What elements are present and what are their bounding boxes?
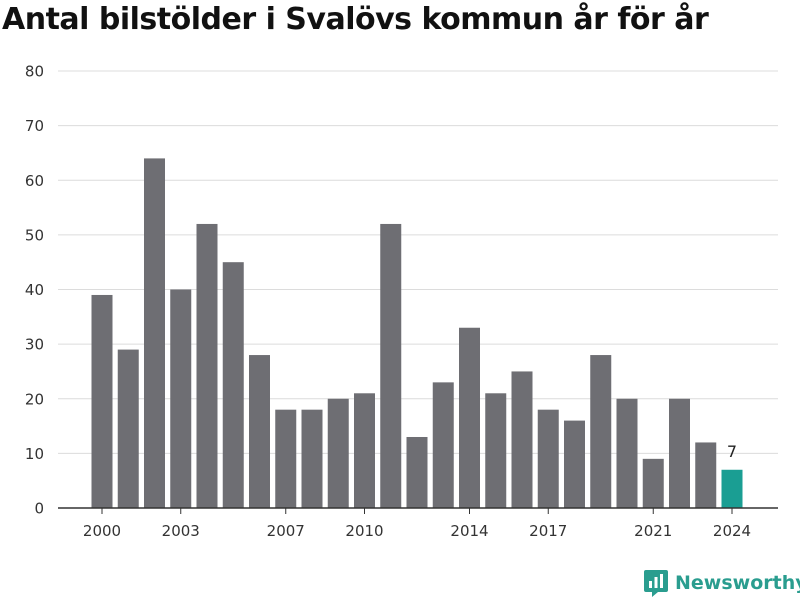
bar-2023 bbox=[695, 442, 717, 508]
y-tick-label: 40 bbox=[25, 281, 44, 299]
x-tick-label: 2000 bbox=[83, 522, 121, 540]
bar-2004 bbox=[196, 223, 218, 508]
bar-2018 bbox=[564, 420, 585, 508]
y-tick-label: 70 bbox=[25, 117, 44, 135]
bar-2007 bbox=[275, 409, 297, 508]
newsworthy-branding: Newsworthy bbox=[643, 568, 800, 598]
chart-title: Antal bilstölder i Svalövs kommun år för… bbox=[2, 2, 709, 37]
bar-2010 bbox=[354, 393, 375, 508]
data-labels: 7 bbox=[727, 442, 737, 461]
x-tick-label: 2017 bbox=[529, 522, 567, 540]
bar-2016 bbox=[511, 371, 533, 508]
bar-2024 bbox=[721, 469, 743, 508]
y-tick-label: 20 bbox=[25, 390, 44, 408]
bar-2009 bbox=[327, 398, 349, 508]
y-tick-label: 80 bbox=[25, 63, 44, 81]
x-tick-label: 2003 bbox=[162, 522, 200, 540]
bar-2006 bbox=[249, 355, 270, 508]
grid-lines bbox=[58, 70, 778, 454]
x-axis: 2000 2003 2007 2010 2014 2017 2021 2024 bbox=[58, 507, 778, 540]
bar-2015 bbox=[485, 393, 507, 508]
y-tick-label: 60 bbox=[25, 172, 44, 190]
bar-2003 bbox=[170, 289, 192, 508]
bar-2017 bbox=[537, 409, 559, 508]
y-tick-label: 0 bbox=[34, 500, 44, 518]
bar-2013 bbox=[432, 382, 454, 508]
data-label-2024: 7 bbox=[727, 442, 737, 461]
brand-name: Newsworthy bbox=[675, 572, 800, 594]
y-tick-label: 30 bbox=[25, 336, 44, 354]
bar-2000 bbox=[91, 294, 113, 508]
bar-2020 bbox=[616, 398, 638, 508]
bar-2005 bbox=[222, 262, 244, 508]
y-tick-label: 50 bbox=[25, 226, 44, 244]
x-tick-label: 2021 bbox=[634, 522, 672, 540]
x-tick-label: 2010 bbox=[345, 522, 383, 540]
y-tick-label: 10 bbox=[25, 445, 44, 463]
x-tick-label: 2007 bbox=[267, 522, 305, 540]
bar-2014 bbox=[459, 327, 480, 508]
y-axis-tick-labels: 0 10 20 30 40 50 60 70 80 bbox=[25, 63, 44, 518]
x-tick-label: 2024 bbox=[713, 522, 751, 540]
bar-2011 bbox=[380, 223, 402, 508]
bar-2002 bbox=[144, 158, 165, 508]
bar-2019 bbox=[590, 355, 612, 508]
bar-2022 bbox=[669, 398, 690, 508]
bar-2008 bbox=[301, 409, 323, 508]
x-tick-label: 2014 bbox=[450, 522, 488, 540]
bar-2012 bbox=[406, 436, 428, 508]
newsworthy-logo-icon bbox=[644, 570, 668, 597]
bar-2001 bbox=[117, 349, 139, 508]
bar-2021 bbox=[642, 458, 664, 508]
bars bbox=[91, 158, 743, 508]
